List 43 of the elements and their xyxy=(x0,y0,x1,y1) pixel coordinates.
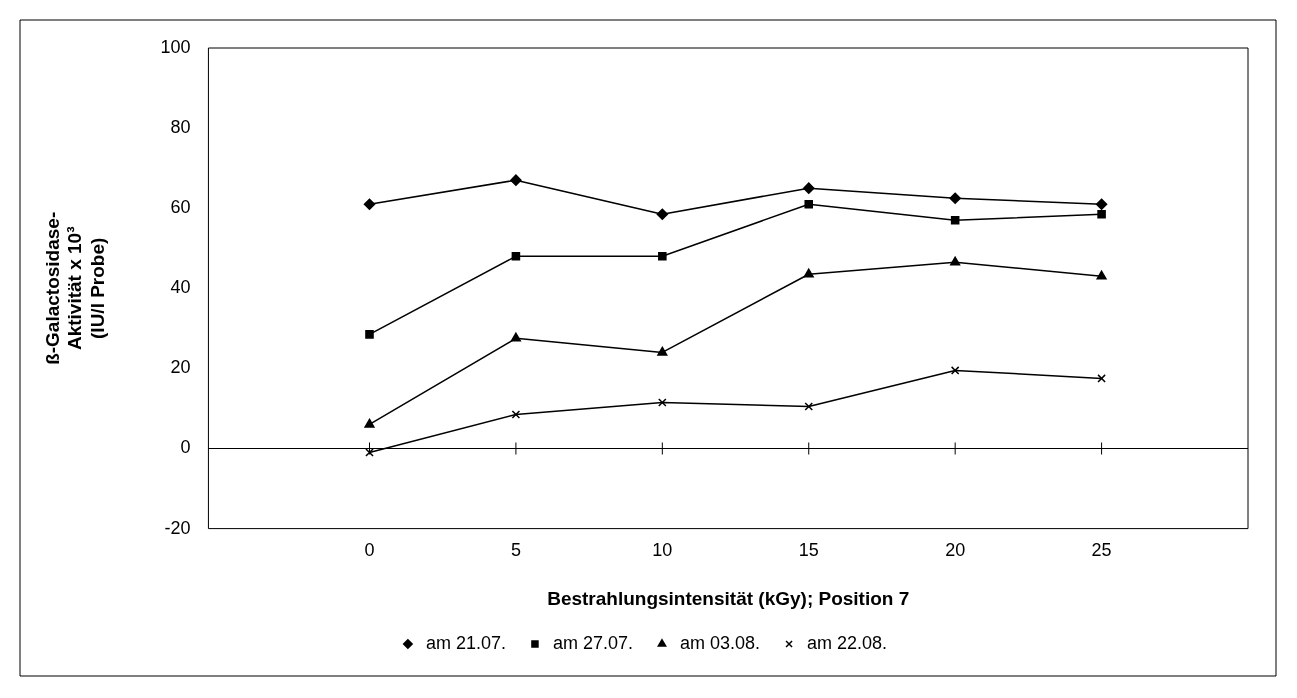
y-tick-label: 100 xyxy=(160,36,191,57)
point xyxy=(657,346,668,356)
x-tick-label: 20 xyxy=(945,540,966,561)
point xyxy=(949,192,961,204)
legend-label: am 03.08. xyxy=(680,632,761,653)
point xyxy=(950,215,960,225)
point xyxy=(511,410,521,419)
point xyxy=(658,251,667,261)
point xyxy=(1097,209,1106,219)
point xyxy=(510,174,522,186)
point xyxy=(1097,374,1106,383)
legend-label: am 22.08. xyxy=(807,632,888,653)
legend-label: am 27.07. xyxy=(552,632,634,653)
x-tick-label: 25 xyxy=(1091,540,1112,561)
point xyxy=(363,198,376,210)
point xyxy=(1096,270,1107,280)
y-tick-label: 40 xyxy=(170,277,191,298)
point xyxy=(511,251,521,261)
point xyxy=(950,256,961,266)
x-tick-label: 15 xyxy=(798,540,819,561)
y-tick-label: -20 xyxy=(164,517,191,538)
point xyxy=(804,402,814,411)
point xyxy=(510,332,521,342)
point xyxy=(364,418,375,428)
y-tick-label: 0 xyxy=(180,437,191,458)
y-axis-title: ß-Galactosidase- Aktivität x 10³ (IU/l Probe) xyxy=(41,211,109,365)
point xyxy=(803,268,814,278)
x-tick-label: 0 xyxy=(364,540,375,561)
legend-label: am 21.07. xyxy=(425,632,506,653)
point xyxy=(804,199,814,209)
y-tick-label: 80 xyxy=(170,117,191,138)
point xyxy=(658,398,667,407)
point xyxy=(656,208,669,220)
point xyxy=(1095,198,1108,210)
point xyxy=(365,330,374,339)
point xyxy=(365,448,374,457)
x-axis-title: Bestrahlungsintensität (kGy); Position 7 xyxy=(547,587,910,609)
y-tick-label: 60 xyxy=(170,197,191,218)
point xyxy=(803,182,815,194)
y-tick-label: 20 xyxy=(170,357,191,378)
x-tick-label: 5 xyxy=(510,540,521,561)
x-tick-label: 10 xyxy=(652,540,673,561)
point xyxy=(950,366,960,375)
